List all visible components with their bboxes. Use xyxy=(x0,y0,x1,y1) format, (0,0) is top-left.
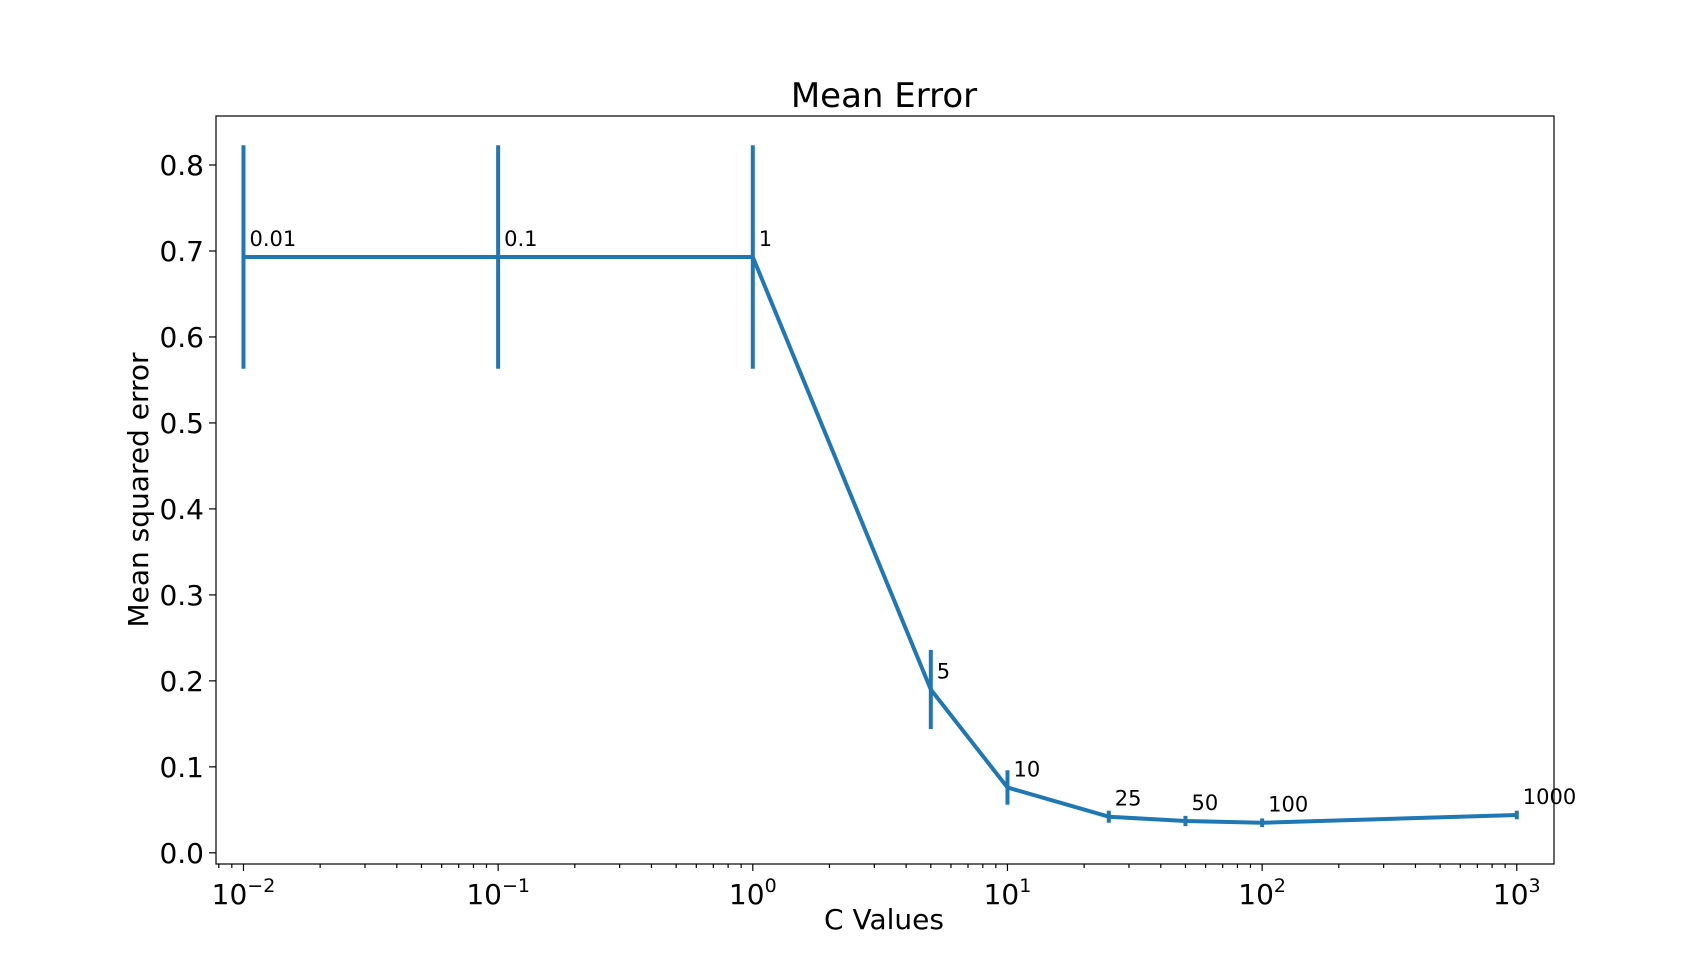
point-label: 5 xyxy=(937,659,950,683)
point-label: 1 xyxy=(759,227,772,251)
plot-frame xyxy=(215,115,1555,865)
y-tick-label: 0.0 xyxy=(159,837,204,870)
y-tick-label: 0.5 xyxy=(159,407,204,440)
x-tick-label: 10−2 xyxy=(212,875,276,911)
y-tick-label: 0.7 xyxy=(159,235,204,268)
point-label: 100 xyxy=(1268,793,1308,817)
plot-area: 0.00.10.20.30.40.50.60.70.810−2 10−1 100 10… xyxy=(159,115,1576,911)
y-tick-label: 0.3 xyxy=(159,579,204,612)
x-tick-label: 10−1 xyxy=(466,875,530,911)
y-tick-label: 0.4 xyxy=(159,493,204,526)
x-tick-label: 102 xyxy=(1238,875,1286,911)
y-tick-label: 0.8 xyxy=(159,149,204,182)
x-axis-label: C Values xyxy=(824,903,944,936)
point-label: 0.01 xyxy=(249,227,296,251)
point-label: 25 xyxy=(1115,787,1142,811)
x-tick-label: 100 xyxy=(729,875,777,911)
y-tick-label: 0.6 xyxy=(159,321,204,354)
x-tick-label: 101 xyxy=(984,875,1032,911)
chart-title: Mean Error xyxy=(791,76,977,116)
y-axis-label: Mean squared error xyxy=(122,352,155,628)
series-line xyxy=(243,255,1517,825)
y-tick-label: 0.1 xyxy=(159,751,204,784)
x-tick-label: 103 xyxy=(1493,875,1541,911)
point-label: 1000 xyxy=(1523,785,1576,809)
point-label: 0.1 xyxy=(504,227,537,251)
point-label: 50 xyxy=(1191,791,1218,815)
point-label: 10 xyxy=(1013,757,1040,781)
y-tick-label: 0.2 xyxy=(159,665,204,698)
